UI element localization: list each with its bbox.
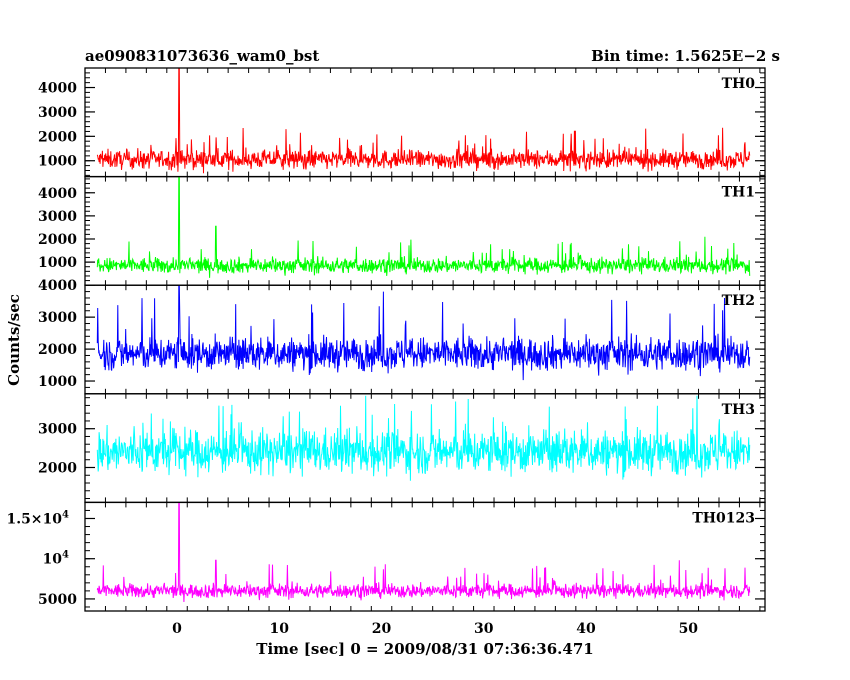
panel-th1: 1000 2000 3000 4000 TH1 — [38, 175, 766, 286]
x-tick-label: 30 — [474, 621, 494, 637]
y-tick-exponent: 4 — [62, 550, 69, 561]
panel-label: TH2 — [722, 293, 755, 309]
panel-label: TH0123 — [692, 510, 755, 526]
y-tick-label: 3000 — [38, 105, 77, 121]
panel-label: TH1 — [722, 185, 755, 201]
y-tick-label: 4000 — [38, 278, 77, 294]
y-tick-exponent: 4 — [62, 509, 69, 520]
panel-frame — [84, 501, 766, 612]
y-tick-label: 2000 — [38, 342, 77, 358]
x-axis-label: Time [sec] 0 = 2009/08/31 07:36:36.471 — [256, 640, 593, 658]
y-tick-label: 3000 — [38, 422, 77, 438]
series-line-th0123 — [96, 502, 751, 603]
panel-label: TH3 — [722, 402, 755, 418]
panel-th0123: 5000 104 1.5×104 TH0123 — [6, 501, 766, 612]
series-line-th2 — [96, 285, 751, 381]
y-tick-label: 1000 — [38, 154, 77, 170]
y-tick-label: 3000 — [38, 209, 77, 225]
x-tick-label: 20 — [372, 621, 392, 637]
x-tick-label: 10 — [270, 621, 290, 637]
y-tick-label: 5000 — [38, 592, 77, 608]
x-tick-label: 50 — [679, 621, 699, 637]
series-line-th0 — [96, 68, 751, 174]
y-tick-label: 4000 — [38, 186, 77, 202]
y-tick-label: 2000 — [38, 460, 77, 476]
x-tick-label: 40 — [576, 621, 596, 637]
y-tick-label: 2000 — [38, 232, 77, 248]
y-tick-label: 2000 — [38, 129, 77, 145]
y-tick-label: 1.5×104 — [6, 509, 69, 527]
y-tick-label: 1000 — [38, 374, 77, 390]
panel-th0: 1000 2000 3000 4000 TH0 — [38, 67, 766, 178]
panel-label: TH0 — [722, 76, 756, 92]
y-tick-label: 3000 — [38, 310, 77, 326]
panel-frame — [84, 284, 766, 395]
panel-th3: 2000 3000 TH3 — [38, 393, 766, 504]
x-tick-label: 0 — [172, 621, 182, 637]
series-line-th3 — [96, 395, 751, 481]
series-line-th1 — [96, 176, 751, 278]
source-title: ae090831073636_wam0_bst — [85, 47, 319, 65]
y-tick-label: 4000 — [38, 81, 77, 97]
y-tick-label: 1000 — [38, 255, 77, 271]
y-tick-label: 104 — [43, 550, 69, 568]
panel-th2: 1000 2000 3000 4000 TH2 — [38, 278, 766, 395]
bin-time-label: Bin time: 1.5625E−2 s — [591, 47, 780, 65]
y-axis-label: Counts/sec — [5, 294, 23, 386]
